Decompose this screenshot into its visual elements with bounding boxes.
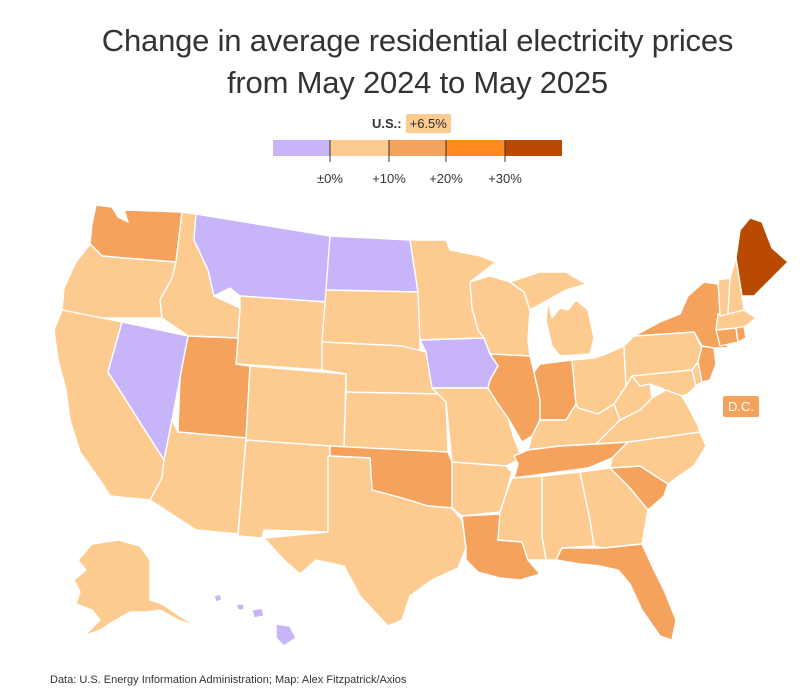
source-note: Data: U.S. Energy Information Administra…: [50, 674, 407, 686]
state-new-jersey: [697, 345, 717, 383]
state-kansas: [343, 391, 449, 453]
us-label: U.S.:: [372, 116, 402, 131]
color-legend: ±0% +10% +20% +30%: [273, 140, 562, 186]
page-title: Change in average residential electricit…: [0, 20, 805, 104]
state-michigan: [509, 271, 595, 357]
state-indiana: [533, 359, 577, 421]
state-hawaii-1: [213, 593, 223, 603]
state-washington: [89, 204, 183, 263]
legend-bin-decrease: [273, 140, 330, 156]
state-hawaii-4: [275, 623, 297, 647]
title-line-1: Change in average residential electricit…: [101, 23, 734, 58]
legend-tick-label-0: ±0%: [317, 171, 343, 186]
state-wisconsin: [469, 275, 531, 357]
legend-bin-0-10: [330, 140, 389, 156]
state-new-hampshire: [727, 257, 745, 315]
state-hawaii-3: [251, 607, 265, 619]
state-colorado: [245, 365, 347, 449]
legend-bin-30-plus: [505, 140, 562, 156]
state-north-dakota: [325, 235, 419, 293]
state-hawaii-2: [235, 603, 245, 611]
legend-tick-label-30: +30%: [488, 171, 522, 186]
state-texas: [263, 455, 467, 627]
us-states-map: [53, 204, 789, 647]
state-florida: [555, 543, 677, 641]
dc-label: D.C.: [723, 396, 759, 417]
state-new-mexico: [237, 439, 331, 539]
legend-tick-label-20: +20%: [429, 171, 463, 186]
legend-bin-20-30: [446, 140, 505, 156]
state-alaska: [73, 539, 197, 637]
us-summary: U.S.: +6.5%: [372, 114, 451, 133]
state-maine: [735, 217, 789, 297]
title-line-2: from May 2024 to May 2025: [227, 65, 608, 100]
us-value-badge: +6.5%: [405, 114, 451, 133]
legend-bin-10-20: [389, 140, 446, 156]
legend-tick-label-10: +10%: [372, 171, 406, 186]
state-connecticut: [715, 327, 739, 347]
state-montana: [193, 213, 331, 303]
state-wyoming: [235, 295, 327, 371]
